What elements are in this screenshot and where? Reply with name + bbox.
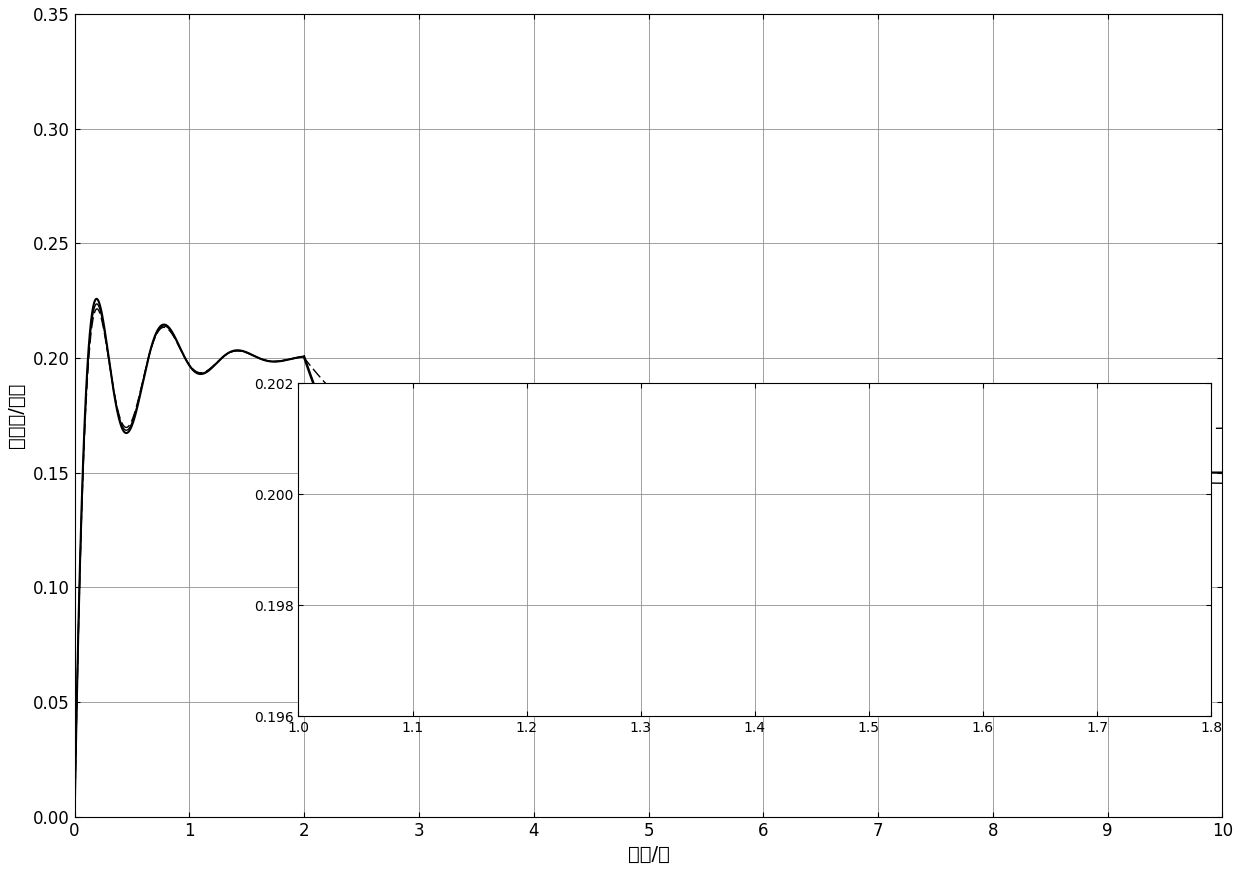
X-axis label: 时间/秒: 时间/秒	[627, 845, 670, 864]
Text: a: a	[905, 470, 1003, 527]
Text: b: b	[686, 646, 722, 694]
Y-axis label: 滚转角/弧度: 滚转角/弧度	[7, 382, 26, 448]
Text: c: c	[626, 447, 680, 519]
